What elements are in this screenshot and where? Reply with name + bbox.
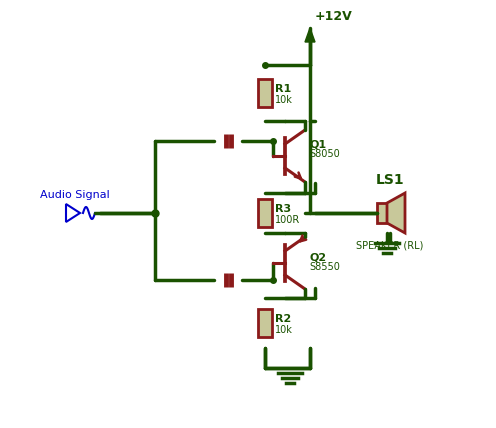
Text: 10k: 10k [275,325,293,335]
Text: SPEAKER (RL): SPEAKER (RL) [356,240,424,250]
Polygon shape [305,28,315,42]
Text: LS1: LS1 [375,173,404,187]
Text: Q2: Q2 [309,252,326,262]
FancyBboxPatch shape [258,309,272,337]
Text: S8550: S8550 [309,262,340,272]
FancyBboxPatch shape [377,203,387,223]
Text: 100R: 100R [275,215,300,225]
FancyBboxPatch shape [258,199,272,227]
FancyBboxPatch shape [258,79,272,107]
Text: R3: R3 [275,204,291,214]
Polygon shape [387,193,405,233]
Text: +12V: +12V [315,10,353,23]
Text: 10k: 10k [275,95,293,105]
Text: Q1: Q1 [309,139,326,149]
Text: Audio Signal: Audio Signal [40,190,110,200]
Text: R1: R1 [275,84,291,94]
Text: R2: R2 [275,314,291,324]
Text: S8050: S8050 [309,149,340,159]
